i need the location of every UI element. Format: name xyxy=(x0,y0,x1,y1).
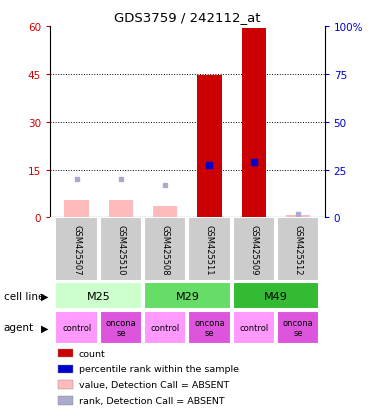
Bar xyxy=(55,311,98,344)
Text: GSM425510: GSM425510 xyxy=(116,225,125,275)
Text: cell line: cell line xyxy=(4,291,44,301)
Bar xyxy=(242,28,266,218)
Bar xyxy=(277,311,319,344)
Text: GSM425507: GSM425507 xyxy=(72,224,81,275)
Bar xyxy=(233,218,275,282)
Text: control: control xyxy=(62,323,91,332)
Text: ▶: ▶ xyxy=(41,291,48,301)
Text: control: control xyxy=(239,323,268,332)
Bar xyxy=(65,200,89,218)
Bar xyxy=(55,282,142,309)
Bar xyxy=(55,218,98,282)
Bar xyxy=(100,311,142,344)
Text: GSM425512: GSM425512 xyxy=(293,225,303,275)
Text: GSM425511: GSM425511 xyxy=(205,225,214,275)
Text: count: count xyxy=(79,349,106,358)
Text: oncona
se: oncona se xyxy=(283,318,313,337)
Bar xyxy=(100,218,142,282)
Title: GDS3759 / 242112_at: GDS3759 / 242112_at xyxy=(114,11,260,24)
Text: M49: M49 xyxy=(264,291,288,301)
Bar xyxy=(58,380,73,389)
Bar xyxy=(144,311,187,344)
Bar xyxy=(144,282,231,309)
Text: oncona
se: oncona se xyxy=(194,318,225,337)
Bar xyxy=(286,215,310,218)
Text: GSM425509: GSM425509 xyxy=(249,225,258,275)
Bar xyxy=(58,396,73,406)
Bar xyxy=(188,311,231,344)
Bar xyxy=(188,218,231,282)
Bar xyxy=(233,311,275,344)
Bar xyxy=(153,207,177,218)
Bar xyxy=(233,282,319,309)
Bar xyxy=(144,218,187,282)
Bar xyxy=(58,349,73,358)
Text: value, Detection Call = ABSENT: value, Detection Call = ABSENT xyxy=(79,380,229,389)
Bar xyxy=(277,218,319,282)
Text: GSM425508: GSM425508 xyxy=(161,224,170,275)
Text: agent: agent xyxy=(4,323,34,333)
Bar xyxy=(58,365,73,373)
Text: control: control xyxy=(151,323,180,332)
Text: percentile rank within the sample: percentile rank within the sample xyxy=(79,365,239,374)
Text: M29: M29 xyxy=(175,291,199,301)
Text: M25: M25 xyxy=(87,291,111,301)
Bar xyxy=(109,200,133,218)
Text: rank, Detection Call = ABSENT: rank, Detection Call = ABSENT xyxy=(79,396,224,406)
Bar xyxy=(197,76,222,218)
Text: oncona
se: oncona se xyxy=(106,318,136,337)
Text: ▶: ▶ xyxy=(41,323,48,333)
